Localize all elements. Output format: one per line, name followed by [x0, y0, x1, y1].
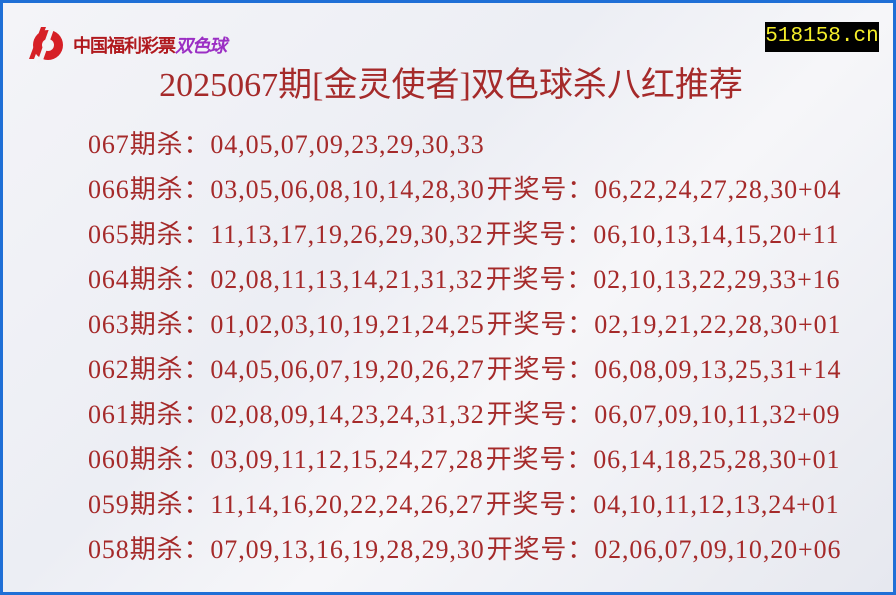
- draw-numbers: 06,14,18,25,28,30+01: [593, 445, 841, 474]
- prediction-row: 067期杀：04,05,07,09,23,29,30,33: [88, 127, 841, 172]
- kill-numbers: 11,13,17,19,26,29,30,32: [210, 220, 484, 249]
- period-label: 063: [88, 310, 130, 339]
- draw-label: 开奖号：: [485, 445, 594, 474]
- period-label: 064: [88, 265, 130, 294]
- prediction-row: 062期杀：04,05,06,07,19,20,26,27开奖号：06,08,0…: [88, 352, 841, 397]
- draw-numbers: 06,08,09,13,25,31+14: [594, 355, 842, 384]
- period-label: 062: [88, 355, 130, 384]
- prediction-list: 067期杀：04,05,07,09,23,29,30,33 066期杀：03,05…: [88, 127, 841, 577]
- period-label: 065: [88, 220, 130, 249]
- period-label: 067: [88, 130, 130, 159]
- kill-label: 期杀：: [129, 535, 211, 564]
- period-label: 061: [88, 400, 130, 429]
- kill-numbers: 04,05,07,09,23,29,30,33: [210, 130, 485, 159]
- prediction-row: 066期杀：03,05,06,08,10,14,28,30开奖号：06,22,2…: [88, 172, 841, 217]
- prediction-row: 064期杀：02,08,11,13,14,21,31,32开奖号：02,10,1…: [88, 262, 841, 307]
- prediction-row: 058期杀：07,09,13,16,19,28,29,30开奖号：02,06,0…: [88, 532, 841, 577]
- welfare-lottery-logo: 中国福利彩票 双色球: [23, 25, 227, 65]
- kill-numbers: 03,09,11,12,15,24,27,28: [210, 445, 484, 474]
- prediction-row: 059期杀：11,14,16,20,22,24,26,27开奖号：04,10,1…: [88, 487, 841, 532]
- kill-label: 期杀：: [129, 355, 211, 384]
- draw-numbers: 02,06,07,09,10,20+06: [594, 535, 842, 564]
- prediction-row: 061期杀：02,08,09,14,23,24,31,32开奖号：06,07,0…: [88, 397, 841, 442]
- period-label: 058: [88, 535, 130, 564]
- kill-label: 期杀：: [129, 175, 211, 204]
- draw-label: 开奖号：: [486, 175, 595, 204]
- page-title: 2025067期[金灵使者]双色球杀八红推荐: [159, 67, 743, 104]
- draw-numbers: 06,10,13,14,15,20+11: [593, 220, 840, 249]
- kill-numbers: 11,14,16,20,22,24,26,27: [210, 490, 484, 519]
- logo-text: 中国福利彩票: [73, 36, 176, 57]
- draw-numbers: 06,22,24,27,28,30+04: [594, 175, 842, 204]
- draw-label: 开奖号：: [486, 355, 595, 384]
- kill-label: 期杀：: [129, 130, 211, 159]
- kill-label: 期杀：: [129, 310, 211, 339]
- prediction-row: 060期杀：03,09,11,12,15,24,27,28开奖号：06,14,1…: [88, 442, 841, 487]
- draw-label: 开奖号：: [485, 265, 594, 294]
- lottery-logo-icon: [29, 27, 63, 63]
- kill-numbers: 02,08,11,13,14,21,31,32: [210, 265, 484, 294]
- kill-numbers: 03,05,06,08,10,14,28,30: [210, 175, 485, 204]
- draw-label: 开奖号：: [486, 400, 595, 429]
- draw-label: 开奖号：: [485, 490, 594, 519]
- kill-label: 期杀：: [129, 400, 211, 429]
- kill-label: 期杀：: [129, 220, 211, 249]
- prediction-row: 063期杀：01,02,03,10,19,21,24,25开奖号：02,19,2…: [88, 307, 841, 352]
- kill-label: 期杀：: [129, 445, 211, 474]
- draw-numbers: 02,10,13,22,29,33+16: [593, 265, 841, 294]
- kill-numbers: 07,09,13,16,19,28,29,30: [210, 535, 485, 564]
- kill-numbers: 02,08,09,14,23,24,31,32: [210, 400, 485, 429]
- prediction-row: 065期杀：11,13,17,19,26,29,30,32开奖号：06,10,1…: [88, 217, 841, 262]
- kill-label: 期杀：: [129, 490, 211, 519]
- kill-numbers: 01,02,03,10,19,21,24,25: [210, 310, 485, 339]
- period-label: 066: [88, 175, 130, 204]
- site-badge: 518158.cn: [765, 22, 879, 52]
- draw-label: 开奖号：: [486, 535, 595, 564]
- logo-text-accent: 双色球: [175, 36, 227, 57]
- period-label: 060: [88, 445, 130, 474]
- draw-numbers: 02,19,21,22,28,30+01: [594, 310, 842, 339]
- period-label: 059: [88, 490, 130, 519]
- draw-numbers: 04,10,11,12,13,24+01: [593, 490, 840, 519]
- draw-label: 开奖号：: [485, 220, 594, 249]
- draw-numbers: 06,07,09,10,11,32+09: [594, 400, 841, 429]
- kill-label: 期杀：: [129, 265, 211, 294]
- draw-label: 开奖号：: [486, 310, 595, 339]
- kill-numbers: 04,05,06,07,19,20,26,27: [210, 355, 485, 384]
